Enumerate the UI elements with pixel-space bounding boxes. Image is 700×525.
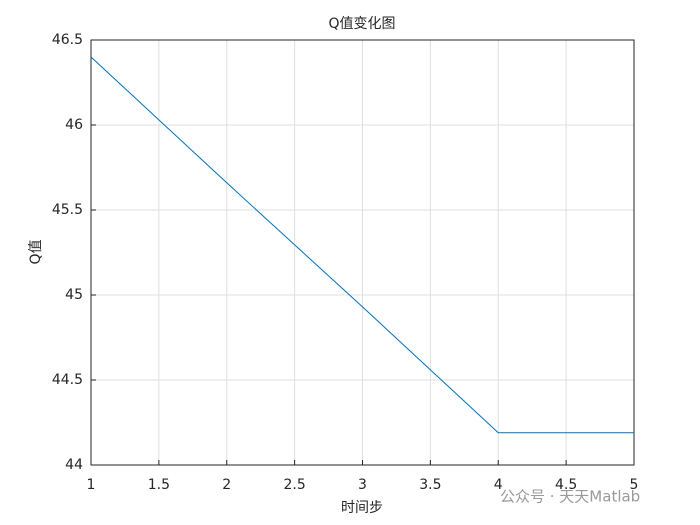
y-tick-label: 46.5 bbox=[52, 32, 83, 48]
y-axis-label: Q值 bbox=[28, 239, 44, 264]
x-tick-label: 3.5 bbox=[419, 477, 441, 493]
x-tick-label: 4 bbox=[494, 477, 503, 493]
y-tick-label: 45 bbox=[65, 287, 83, 303]
x-tick-label: 2 bbox=[222, 477, 231, 493]
x-tick-label: 5 bbox=[630, 477, 639, 493]
x-tick-label: 4.5 bbox=[555, 477, 577, 493]
x-tick-label: 2.5 bbox=[283, 477, 305, 493]
x-tick-label: 3 bbox=[358, 477, 367, 493]
data-line bbox=[90, 56, 634, 434]
watermark: 公众号 · 天天Matlab bbox=[500, 488, 640, 506]
x-axis-label: 时间步 bbox=[341, 500, 383, 516]
y-tick-label: 44.5 bbox=[52, 372, 83, 388]
chart-title: Q值变化图 bbox=[328, 16, 395, 32]
x-tick-label: 1.5 bbox=[148, 477, 170, 493]
plot-frame bbox=[90, 39, 635, 466]
x-tick-label: 1 bbox=[87, 477, 96, 493]
y-tick-label: 45.5 bbox=[52, 202, 83, 218]
y-tick-label: 46 bbox=[65, 117, 83, 133]
y-tick-label: 44 bbox=[65, 457, 83, 473]
